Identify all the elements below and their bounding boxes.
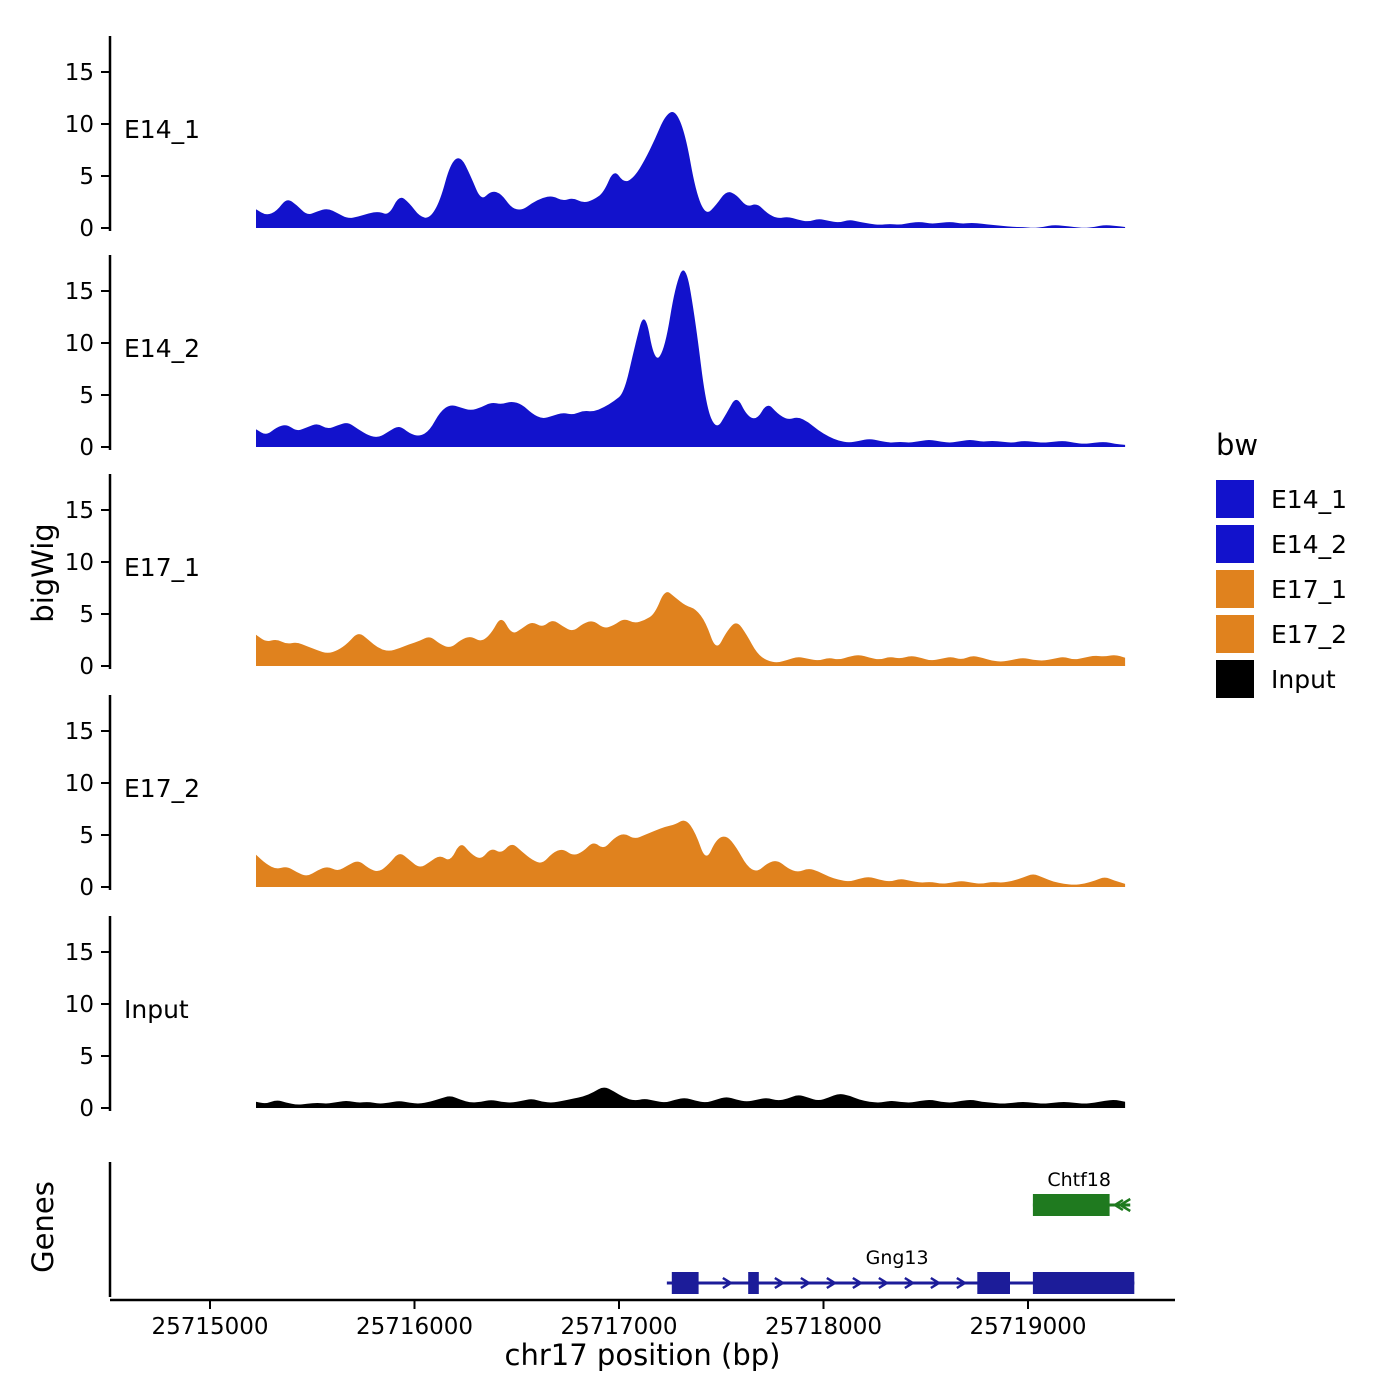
legend-swatch-e14-2 [1216, 525, 1254, 563]
y-tick-label: 10 [65, 992, 94, 1018]
y-tick-label: 0 [79, 1096, 94, 1122]
x-tick-label: 25717000 [560, 1314, 677, 1340]
y-tick-label: 5 [79, 383, 94, 409]
signal-area-E17_1 [256, 592, 1126, 666]
signal-area-Input [256, 1087, 1126, 1108]
legend: bw E14_1 E14_2 E17_1 E17_2 Input [1216, 428, 1347, 705]
gene-label-Gng13: Gng13 [866, 1247, 929, 1269]
y-tick-label: 5 [79, 602, 94, 628]
track-label-E17_1: E17_1 [124, 553, 200, 582]
signal-area-E14_1 [256, 111, 1126, 228]
y-tick-label: 0 [79, 216, 94, 242]
strand-arrow-icon [1112, 1198, 1124, 1212]
x-axis-title: chr17 position (bp) [504, 1338, 781, 1372]
strand-arrow-icon [800, 1276, 812, 1290]
track-label-E14_2: E14_2 [124, 334, 200, 363]
x-tick-label: 25718000 [765, 1314, 882, 1340]
y-tick-label: 0 [79, 435, 94, 461]
strand-arrow-icon [826, 1276, 838, 1290]
strand-arrow-icon [852, 1276, 864, 1290]
track-label-Input: Input [124, 995, 189, 1024]
legend-swatch-e17-2 [1216, 615, 1254, 653]
strand-arrow-icon [1117, 1197, 1131, 1213]
legend-swatch-input [1216, 660, 1254, 698]
strand-arrow-icon [878, 1276, 890, 1290]
legend-swatch-e17-1 [1216, 570, 1254, 608]
gene-exon-Chtf18 [1032, 1194, 1110, 1216]
track-label-E17_2: E17_2 [124, 774, 200, 803]
gene-exon-Gng13 [748, 1272, 759, 1294]
y-tick-label: 15 [65, 60, 94, 86]
y-tick-label: 5 [79, 1044, 94, 1070]
legend-item-e14-2: E14_2 [1216, 525, 1347, 563]
gene-label-Chtf18: Chtf18 [1047, 1169, 1111, 1191]
y-tick-label: 5 [79, 823, 94, 849]
gene-exon-Gng13 [1032, 1272, 1135, 1294]
y-axis-title-bigwig: bigWig [26, 523, 60, 623]
legend-label-e14-1: E14_1 [1271, 484, 1348, 514]
y-tick-label: 5 [79, 164, 94, 190]
track-label-E14_1: E14_1 [124, 115, 200, 144]
y-tick-label: 15 [65, 940, 94, 966]
legend-label-e14-2: E14_2 [1271, 529, 1348, 559]
y-tick-label: 10 [65, 331, 94, 357]
y-tick-label: 10 [65, 550, 94, 576]
x-tick-label: 25715000 [151, 1314, 268, 1340]
strand-arrow-icon [774, 1276, 786, 1290]
signal-area-E14_2 [256, 270, 1126, 447]
y-tick-label: 15 [65, 498, 94, 524]
legend-title: bw [1216, 428, 1259, 462]
y-tick-label: 0 [79, 654, 94, 680]
legend-label-e17-1: E17_1 [1271, 574, 1348, 604]
signal-area-E17_2 [256, 820, 1126, 887]
gene-exon-Gng13 [977, 1272, 1010, 1294]
legend-item-e14-1: E14_1 [1216, 480, 1347, 518]
y-tick-label: 15 [65, 279, 94, 305]
legend-item-e17-2: E17_2 [1216, 615, 1347, 653]
y-tick-label: 10 [65, 771, 94, 797]
legend-label-e17-2: E17_2 [1271, 619, 1348, 649]
y-axis-title-genes: Genes [26, 1181, 60, 1273]
y-tick-label: 15 [65, 719, 94, 745]
strand-arrow-icon [722, 1276, 734, 1290]
legend-label-input: Input [1271, 664, 1336, 694]
x-tick-label: 25716000 [356, 1314, 473, 1340]
y-tick-label: 0 [79, 875, 94, 901]
legend-item-e17-1: E17_1 [1216, 570, 1347, 608]
strand-arrow-icon [904, 1276, 916, 1290]
legend-swatch-e14-1 [1216, 480, 1254, 518]
strand-arrow-icon [956, 1276, 968, 1290]
y-tick-label: 10 [65, 112, 94, 138]
x-tick-label: 25719000 [969, 1314, 1086, 1340]
strand-arrow-icon [930, 1276, 942, 1290]
legend-item-input: Input [1216, 660, 1347, 698]
gene-exon-Gng13 [671, 1272, 699, 1294]
